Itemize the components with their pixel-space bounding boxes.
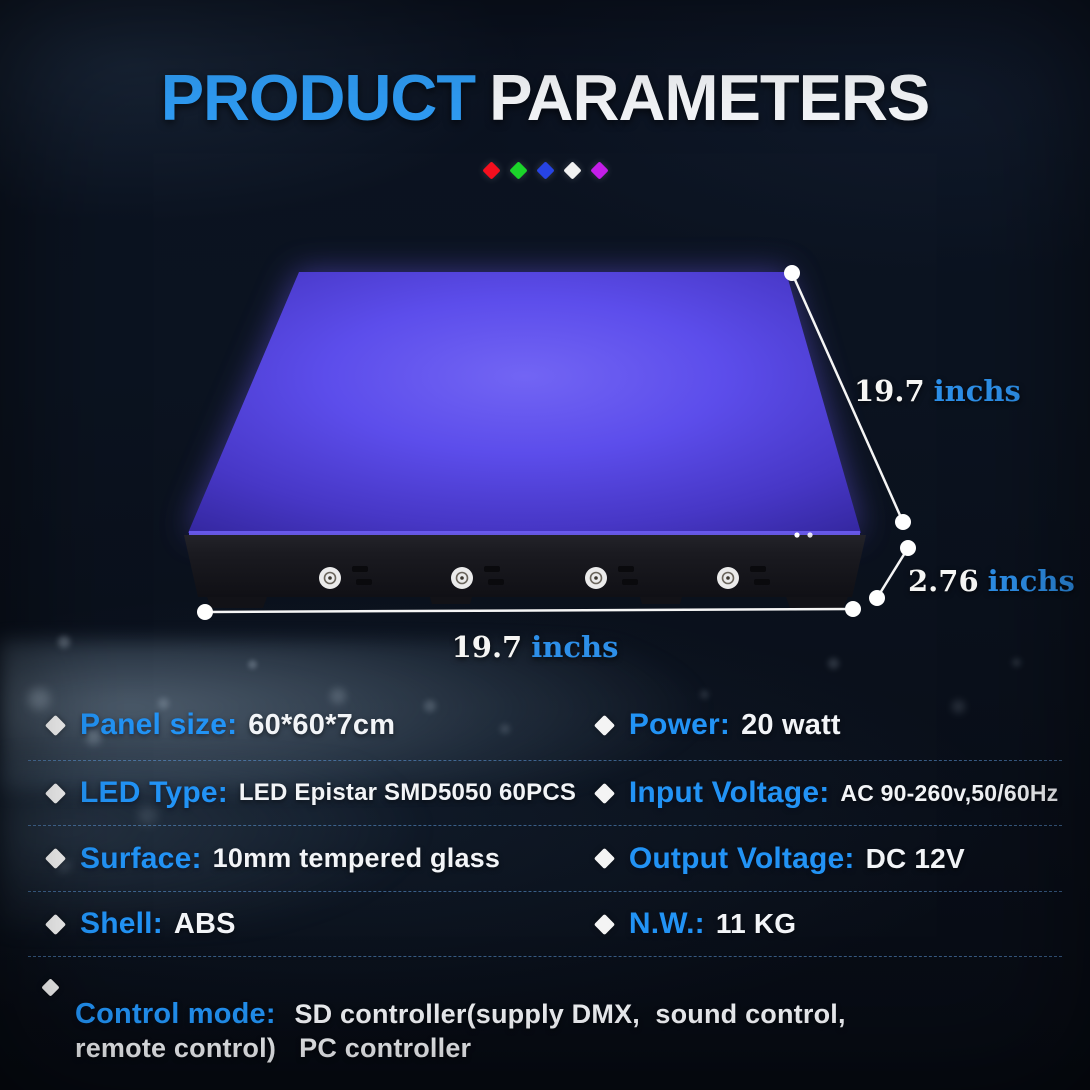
- page-title: PRODUCT PARAMETERS: [0, 61, 1090, 134]
- spec-label: Panel size:: [80, 708, 238, 741]
- mist-band-lower: [0, 760, 654, 930]
- spec-output-voltage: Output Voltage: DC 12V: [571, 842, 1062, 876]
- diamond-bullet-icon: [44, 714, 67, 736]
- spec-table: Panel size: 60*60*7cm Power: 20 watt LED…: [28, 690, 1062, 1090]
- screw-icon: [585, 567, 607, 589]
- diamond-bullet-icon: [593, 714, 615, 736]
- led-panel-illustration: [184, 265, 916, 620]
- spec-label: Shell:: [80, 907, 163, 940]
- panel-foot-mid2: [640, 597, 682, 604]
- diamond-bullet-icon: [593, 847, 615, 870]
- spec-value: DC 12V: [865, 842, 965, 874]
- spec-shell: Shell: ABS: [28, 907, 571, 941]
- screw-icon: [717, 567, 739, 589]
- accent-diamond-row: [0, 161, 1090, 180]
- diamond-bullet-icon: [41, 978, 60, 997]
- spec-input-voltage: Input Voltage: AC 90-260v,50/60Hz: [571, 776, 1062, 810]
- mist-band: [0, 640, 1090, 790]
- dimension-front-value: 19.7: [451, 630, 523, 664]
- diamond-bullet-icon: [44, 847, 67, 870]
- vent-slots: [352, 566, 770, 585]
- spec-value: 60*60*7cm: [248, 708, 396, 741]
- dimension-height-value: 2.76: [908, 564, 979, 598]
- spec-label: N.W.:: [628, 907, 705, 940]
- screw-icon: [451, 567, 473, 589]
- spec-value: AC 90-260v,50/60Hz: [840, 779, 1059, 806]
- spec-value: LED Epistar SMD5050 60PCS: [238, 779, 577, 806]
- panel-foot-left: [207, 597, 267, 608]
- dimension-front-label: 19.7 inchs: [430, 630, 640, 664]
- spec-row-control-mode: Control mode: SD controller(supply DMX, …: [28, 957, 1062, 1090]
- spec-surface: Surface: 10mm tempered glass: [28, 842, 571, 876]
- spec-row-2: LED Type: LED Epistar SMD5050 60PCS Inpu…: [28, 761, 1062, 826]
- green-diamond-icon: [508, 161, 528, 180]
- diamond-bullet-icon: [593, 782, 615, 804]
- spec-row-4: Shell: ABS N.W.: 11 KG: [28, 892, 1062, 957]
- spec-row-1: Panel size: 60*60*7cm Power: 20 watt: [28, 690, 1062, 761]
- spec-net-weight: N.W.: 11 KG: [571, 907, 1062, 941]
- dimension-side-value: 19.7: [854, 374, 925, 408]
- spec-label: Power:: [628, 708, 731, 741]
- red-diamond-icon: [481, 161, 501, 180]
- screw-icon: [319, 567, 341, 589]
- spec-row-3: Surface: 10mm tempered glass Output Volt…: [28, 826, 1062, 892]
- dimension-front-unit: inchs: [531, 630, 619, 664]
- dimension-side-unit: inchs: [933, 374, 1021, 408]
- dimension-height-unit: inchs: [987, 564, 1075, 598]
- spec-value: 11 KG: [715, 908, 797, 939]
- indicator-led: [794, 532, 800, 538]
- spec-value: 20 watt: [741, 708, 841, 741]
- blue-diamond-icon: [535, 161, 555, 180]
- spec-panel-size: Panel size: 60*60*7cm: [28, 708, 571, 742]
- spec-led-type: LED Type: LED Epistar SMD5050 60PCS: [28, 776, 576, 810]
- spec-label: Surface:: [80, 841, 202, 875]
- magenta-diamond-icon: [589, 161, 609, 180]
- spec-label: LED Type:: [80, 776, 228, 809]
- dimension-lines: [204, 272, 910, 614]
- spec-label: Control mode:: [75, 998, 276, 1030]
- panel-foot-right: [786, 597, 848, 608]
- diamond-bullet-icon: [44, 913, 67, 935]
- spec-label: Output Voltage:: [628, 841, 855, 875]
- white-diamond-icon: [562, 161, 582, 180]
- indicator-led: [807, 532, 813, 538]
- page-title-highlight: PRODUCT: [160, 61, 476, 134]
- dimension-endpoints: [197, 265, 916, 620]
- panel-base: [184, 535, 866, 597]
- panel-foot-mid1: [430, 597, 472, 604]
- spec-control-mode: Control mode: SD controller(supply DMX, …: [75, 996, 887, 1066]
- spec-power: Power: 20 watt: [571, 708, 1062, 742]
- page-title-rest: PARAMETERS: [489, 61, 930, 134]
- diamond-bullet-icon: [593, 913, 615, 935]
- spec-value: 10mm tempered glass: [212, 843, 501, 873]
- spec-label: Input Voltage:: [628, 776, 830, 809]
- panel-glass-top: [188, 272, 861, 533]
- diamond-bullet-icon: [44, 782, 67, 804]
- spec-value: SD controller(supply DMX, sound control,…: [75, 999, 854, 1064]
- spec-value: ABS: [173, 907, 236, 940]
- dimension-side-label: 19.7 inchs: [854, 374, 1021, 408]
- dimension-height-label: 2.76 inchs: [908, 564, 1075, 598]
